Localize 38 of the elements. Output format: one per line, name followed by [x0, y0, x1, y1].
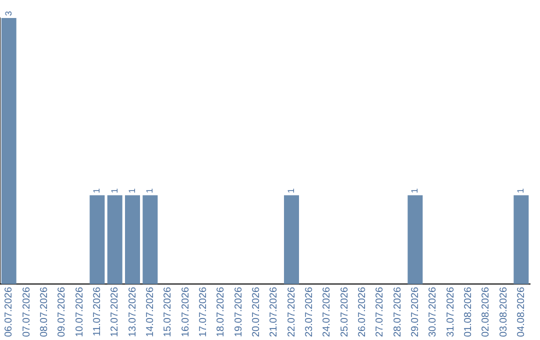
x-tick-label: 15.07.2026 — [162, 286, 174, 338]
x-tick-label: 19.07.2026 — [233, 286, 244, 338]
x-tick-label: 01.08.2026 — [462, 286, 474, 338]
x-tick-label: 23.07.2026 — [304, 286, 315, 338]
x-tick-label: 20.07.2026 — [250, 286, 262, 338]
x-tick-label: 17.07.2026 — [198, 286, 209, 338]
x-tick-label: 09.07.2026 — [56, 286, 68, 338]
x-tick-label: 04.08.2026 — [516, 286, 527, 338]
x-tick-label: 18.07.2026 — [216, 286, 227, 338]
x-tick-label: 14.07.2026 — [144, 286, 156, 338]
data-label: 1 — [410, 188, 420, 194]
data-label: 1 — [126, 188, 137, 194]
x-tick-label: 31.07.2026 — [445, 286, 456, 338]
data-label: 1 — [92, 188, 102, 194]
x-tick-label: 06.07.2026 — [4, 286, 15, 338]
x-tick-label: 28.07.2026 — [392, 286, 404, 338]
x-tick-label: 27.07.2026 — [374, 286, 386, 338]
data-label: 1 — [286, 188, 296, 194]
x-tick-label: 30.07.2026 — [428, 286, 439, 338]
x-tick-label: 29.07.2026 — [410, 286, 421, 338]
x-tick-label: 07.07.2026 — [21, 286, 32, 338]
data-label: 1 — [109, 188, 120, 194]
x-tick-label: 22.07.2026 — [286, 286, 298, 338]
x-tick-label: 03.08.2026 — [498, 286, 510, 338]
x-tick-label: 24.07.2026 — [322, 286, 333, 338]
data-label: 1 — [516, 188, 526, 194]
x-tick-label: 21.07.2026 — [268, 286, 280, 338]
data-label: 3 — [3, 10, 14, 16]
x-tick-label: 25.07.2026 — [339, 286, 350, 338]
x-tick-label: 02.08.2026 — [480, 286, 492, 338]
x-tick-label: 11.07.2026 — [92, 286, 103, 336]
x-tick-label: 26.07.2026 — [356, 286, 368, 338]
x-tick-label: 16.07.2026 — [180, 286, 192, 338]
x-tick-label: 12.07.2026 — [110, 286, 121, 338]
x-tick-label: 13.07.2026 — [127, 286, 138, 338]
x-tick-label: 10.07.2026 — [74, 286, 86, 338]
data-label: 1 — [144, 188, 155, 194]
x-tick-label: 08.07.2026 — [38, 286, 50, 338]
